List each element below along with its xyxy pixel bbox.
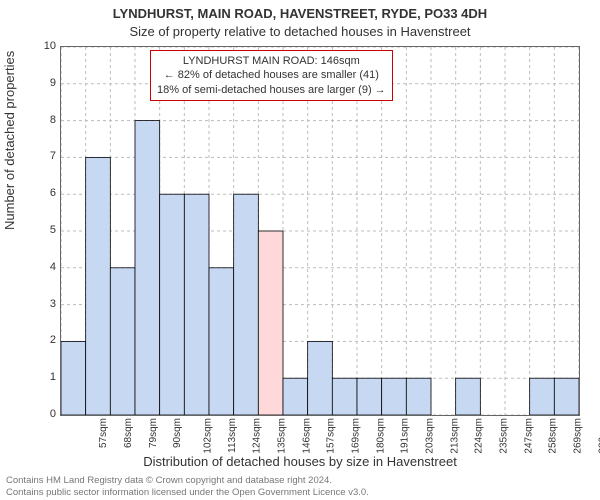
x-tick-label: 57sqm	[98, 418, 109, 448]
x-tick-label: 113sqm	[227, 418, 238, 453]
bar	[234, 194, 259, 415]
bar	[382, 378, 407, 415]
x-tick-label: 169sqm	[351, 418, 362, 454]
x-tick-label: 90sqm	[172, 418, 183, 448]
bar	[184, 194, 209, 415]
y-tick-label: 1	[26, 371, 56, 383]
annotation-line: LYNDHURST MAIN ROAD: 146sqm	[157, 54, 386, 68]
y-tick-label: 5	[26, 224, 56, 236]
bar	[135, 121, 160, 415]
x-tick-label: 146sqm	[301, 418, 312, 454]
bar	[160, 194, 185, 415]
bar	[110, 268, 135, 415]
bar	[258, 231, 283, 415]
chart-subtitle: Size of property relative to detached ho…	[0, 24, 600, 39]
bar	[456, 378, 481, 415]
x-tick-label: 258sqm	[548, 418, 559, 454]
x-tick-label: 124sqm	[252, 418, 263, 454]
y-tick-label: 9	[26, 77, 56, 89]
x-tick-label: 157sqm	[326, 418, 337, 454]
y-tick-label: 10	[26, 40, 56, 52]
x-axis-label: Distribution of detached houses by size …	[0, 454, 600, 469]
bar	[357, 378, 382, 415]
bar	[61, 341, 86, 415]
y-tick-label: 0	[26, 408, 56, 420]
footer-line: Contains HM Land Registry data © Crown c…	[6, 475, 369, 486]
chart-svg	[61, 47, 579, 415]
x-tick-label: 79sqm	[148, 418, 159, 448]
annotation-line: ← 82% of detached houses are smaller (41…	[157, 68, 386, 82]
y-tick-label: 3	[26, 298, 56, 310]
bar	[406, 378, 431, 415]
x-tick-label: 180sqm	[375, 418, 386, 454]
y-tick-label: 8	[26, 114, 56, 126]
bar	[332, 378, 357, 415]
x-tick-label: 269sqm	[573, 418, 584, 454]
plot-area	[60, 46, 580, 416]
bar	[554, 378, 579, 415]
x-tick-label: 224sqm	[474, 418, 485, 454]
y-tick-label: 6	[26, 187, 56, 199]
footer-line: Contains public sector information licen…	[6, 487, 369, 498]
x-tick-label: 235sqm	[499, 418, 510, 454]
x-tick-label: 213sqm	[449, 418, 460, 454]
footer-text: Contains HM Land Registry data © Crown c…	[6, 475, 369, 498]
x-tick-label: 68sqm	[123, 418, 134, 448]
annotation-line: 18% of semi-detached houses are larger (…	[157, 83, 386, 97]
x-tick-label: 102sqm	[203, 418, 214, 454]
bar	[283, 378, 308, 415]
x-tick-label: 135sqm	[277, 418, 288, 454]
y-tick-label: 2	[26, 334, 56, 346]
bar	[308, 341, 333, 415]
y-axis-label: Number of detached properties	[2, 51, 17, 230]
chart-title: LYNDHURST, MAIN ROAD, HAVENSTREET, RYDE,…	[0, 6, 600, 21]
x-tick-label: 247sqm	[523, 418, 534, 454]
bar	[209, 268, 234, 415]
annotation-box: LYNDHURST MAIN ROAD: 146sqm ← 82% of det…	[150, 50, 393, 101]
y-tick-label: 4	[26, 261, 56, 273]
x-tick-label: 203sqm	[425, 418, 436, 454]
bar	[86, 157, 111, 415]
x-tick-label: 191sqm	[400, 418, 411, 454]
chart-container: LYNDHURST, MAIN ROAD, HAVENSTREET, RYDE,…	[0, 0, 600, 500]
bar	[530, 378, 555, 415]
y-tick-label: 7	[26, 150, 56, 162]
